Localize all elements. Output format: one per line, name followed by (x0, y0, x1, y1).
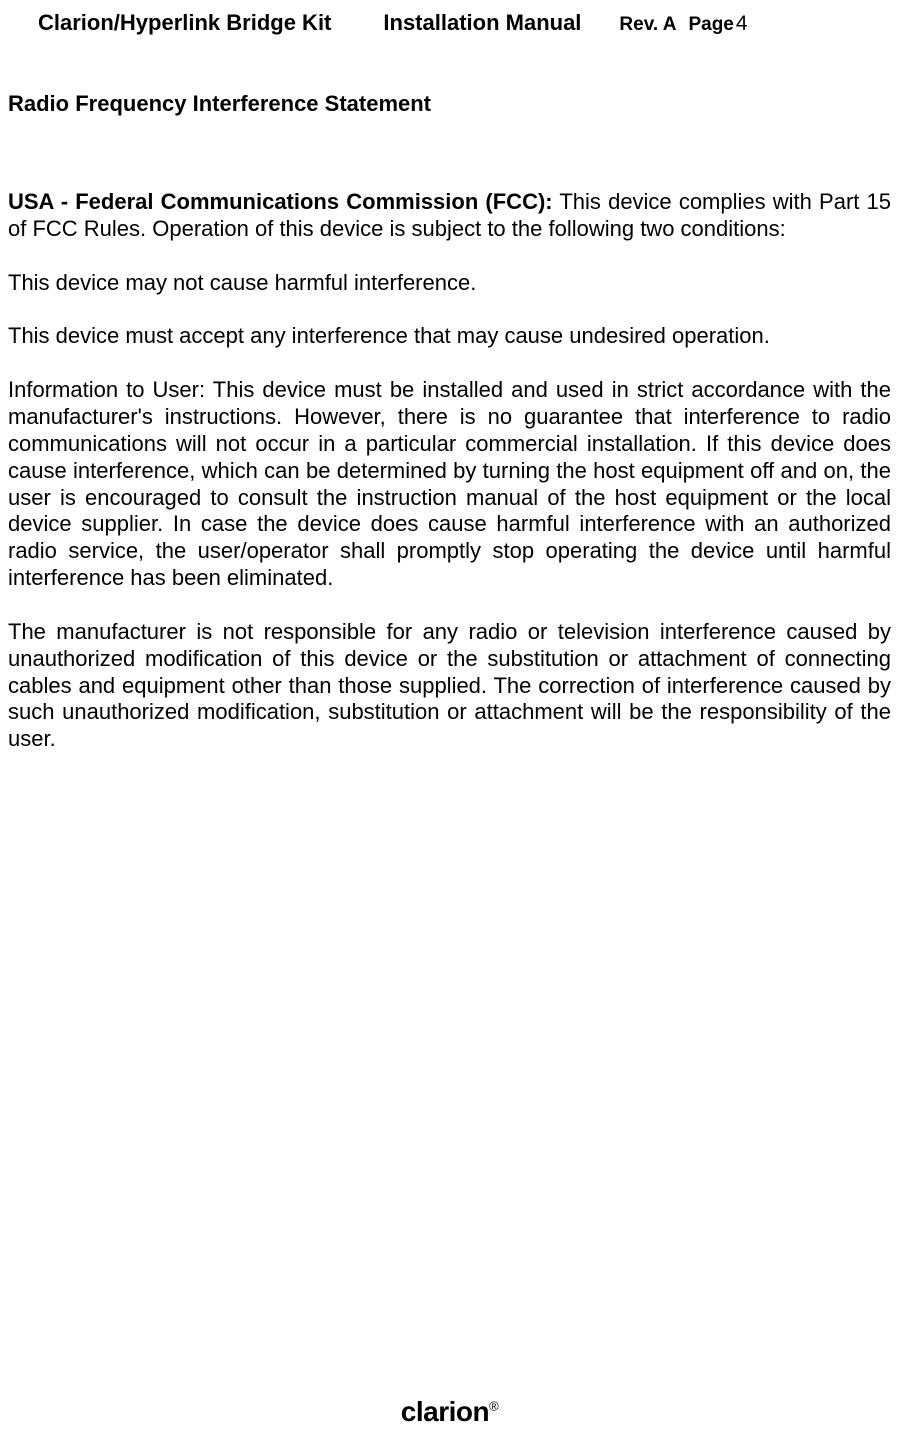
page-header: Clarion/Hyperlink Bridge Kit Installatio… (8, 10, 891, 36)
paragraph-info-to-user: Information to User: This device must be… (8, 377, 891, 592)
paragraph-condition-1: This device may not cause harmful interf… (8, 270, 891, 297)
footer-brand-logo: clarion® (401, 1396, 498, 1428)
header-product-title: Clarion/Hyperlink Bridge Kit (38, 10, 331, 36)
header-page-number: 4 (736, 12, 748, 36)
footer-brand-text: clarion (401, 1396, 489, 1427)
paragraph-manufacturer-notice: The manufacturer is not responsible for … (8, 619, 891, 753)
paragraph-condition-2: This device must accept any interference… (8, 323, 891, 350)
section-title: Radio Frequency Interference Statement (8, 91, 891, 117)
paragraph-lead: USA - Federal Communications Commission … (8, 189, 553, 214)
header-page-label: Page (688, 14, 733, 36)
registered-trademark-icon: ® (489, 1399, 498, 1414)
header-revision: Rev. A (619, 14, 676, 36)
header-manual-title: Installation Manual (383, 10, 581, 36)
paragraph-fcc-intro: USA - Federal Communications Commission … (8, 189, 891, 243)
